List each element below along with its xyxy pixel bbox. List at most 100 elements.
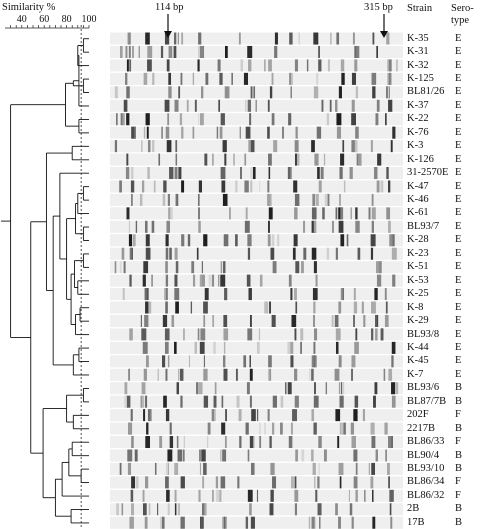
gel-band [267, 99, 270, 112]
gel-band [165, 261, 168, 274]
gel-band [343, 422, 346, 435]
scale-tick-label: 40 [16, 14, 27, 25]
gel-band [319, 516, 321, 529]
gel-band [354, 45, 357, 58]
gel-band [374, 167, 378, 180]
gel-band [273, 140, 278, 153]
serotype-label: E [455, 247, 462, 259]
gel-band [335, 247, 338, 260]
gel-band [152, 140, 155, 153]
gel-band [203, 462, 207, 475]
gel-band [250, 167, 254, 180]
gel-band [300, 328, 304, 341]
gel-band [335, 328, 341, 341]
gel-band [349, 503, 353, 516]
gel-band [268, 167, 271, 180]
gel-band [231, 72, 233, 85]
gel-band [339, 476, 342, 489]
gel-band [221, 422, 226, 435]
gel-band [247, 234, 252, 247]
gel-band [147, 167, 150, 180]
similarity-axis-title: Similarity % [2, 2, 56, 13]
gel-band [259, 274, 263, 287]
gel-band [218, 489, 222, 502]
gel-band [280, 395, 284, 408]
gel-band [198, 180, 202, 193]
gel-band [371, 489, 374, 502]
gel-lane [110, 32, 403, 45]
gel-band [157, 503, 159, 516]
gel-band [388, 436, 392, 449]
gel-lane [110, 503, 403, 516]
gel-band [390, 516, 393, 529]
gel-band [317, 167, 320, 180]
gel-band [144, 288, 147, 301]
gel-band [174, 462, 179, 475]
gel-band [243, 355, 247, 368]
gel-band [197, 328, 200, 341]
gel-band [194, 341, 197, 354]
gel-band [313, 395, 319, 408]
gel-band [246, 382, 250, 395]
gel-band [372, 32, 375, 45]
gel-band [175, 301, 179, 314]
gel-band [223, 328, 229, 341]
gel-band [146, 422, 149, 435]
gel-band [247, 328, 253, 341]
gel-lane [110, 261, 403, 274]
strain-label: 2B [407, 503, 420, 515]
gel-band [239, 436, 242, 449]
gel-band [161, 516, 165, 529]
gel-band [198, 45, 200, 58]
gel-band [353, 476, 358, 489]
gel-band [222, 449, 227, 462]
gel-band [318, 436, 322, 449]
gel-band [175, 140, 178, 153]
gel-band [320, 167, 324, 180]
gel-band [207, 422, 211, 435]
gel-band [312, 288, 318, 301]
gel-band [244, 153, 247, 166]
serotype-label: E [455, 368, 462, 380]
strain-column-header: Strain [407, 3, 433, 14]
gel-band [385, 449, 387, 462]
gel-band [391, 341, 396, 354]
gel-band [125, 167, 130, 180]
serotype-column-header-line2: type [451, 15, 470, 26]
gel-band [351, 355, 356, 368]
gel-band [166, 489, 170, 502]
gel-band [338, 462, 344, 475]
gel-band [144, 314, 149, 327]
strain-label: K-32 [407, 59, 429, 71]
gel-band [165, 288, 168, 301]
gel-band [238, 409, 242, 422]
gel-band [294, 288, 297, 301]
gel-band [206, 436, 209, 449]
gel-band [312, 314, 316, 327]
strain-label: K-29 [407, 315, 429, 327]
gel-band [295, 449, 298, 462]
gel-band [313, 261, 317, 274]
gel-band [292, 247, 296, 260]
gel-band [330, 32, 332, 45]
gel-band [131, 126, 136, 139]
gel-band [224, 153, 227, 166]
gel-band [203, 355, 205, 368]
gel-band [268, 193, 272, 206]
gel-band [222, 140, 227, 153]
gel-band [217, 59, 221, 72]
gel-band [370, 476, 374, 489]
gel-band [387, 462, 390, 475]
gel-lane [110, 153, 403, 166]
gel-band [290, 167, 292, 180]
gel-band [338, 516, 341, 529]
gel-band [338, 86, 342, 99]
gel-band [315, 274, 318, 287]
gel-band [162, 193, 166, 206]
gel-band [329, 99, 332, 112]
gel-band [171, 314, 175, 327]
gel-band [253, 436, 255, 449]
gel-band [267, 126, 270, 139]
gel-band [126, 153, 129, 166]
gel-band [174, 489, 177, 502]
